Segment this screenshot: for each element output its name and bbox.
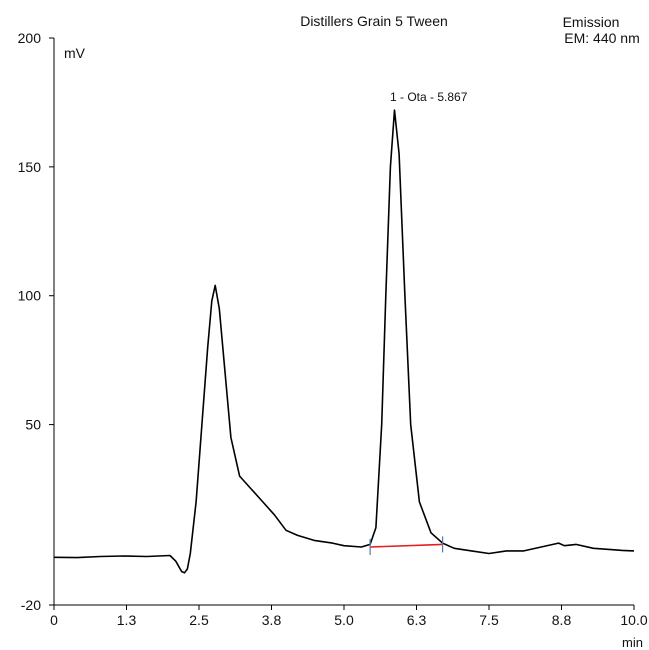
chromatogram-trace: [53, 109, 635, 574]
detector-label-line2: EM: 440 nm: [564, 30, 639, 46]
x-tick-label: 2.5: [189, 612, 209, 628]
x-tick-label: 3.8: [262, 612, 282, 628]
x-tick-label: 7.5: [479, 612, 499, 628]
axes: [53, 38, 634, 606]
detector-label-line1: Emission: [563, 14, 620, 30]
y-axis-unit-label: mV: [64, 45, 86, 61]
x-tick-label: 10.0: [620, 612, 647, 628]
y-tick-label: 200: [18, 30, 42, 46]
y-tick-label: -20: [21, 597, 41, 613]
x-tick-label: 0: [50, 612, 58, 628]
integration-baseline: [370, 543, 443, 548]
x-tick-label: 8.8: [552, 612, 572, 628]
y-tick-label: 150: [18, 159, 42, 175]
x-axis-unit-label: min: [622, 635, 643, 650]
x-tick-label: 5.0: [334, 612, 354, 628]
series-layer: [53, 109, 635, 574]
x-tick-label: 1.3: [117, 612, 137, 628]
chart-title: Distillers Grain 5 Tween: [300, 13, 448, 29]
y-tick-label: 100: [18, 288, 42, 304]
peak-label: 1 - Ota - 5.867: [390, 90, 468, 104]
x-tick-label: 6.3: [407, 612, 427, 628]
y-tick-label: 50: [25, 417, 41, 433]
tick-layer: 0 1.3 2.5 3.8 5.0 6.3 7.5 8.8 10.0 200 150 100 50 -20: [18, 30, 648, 628]
